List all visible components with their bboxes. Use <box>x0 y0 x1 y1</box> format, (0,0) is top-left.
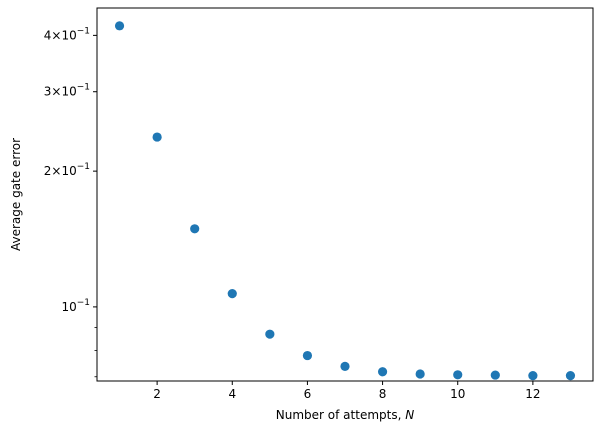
data-point <box>565 371 576 381</box>
data-point <box>265 329 275 339</box>
y-axis-label: Average gate error <box>9 138 23 251</box>
x-tick-label: 10 <box>450 387 465 401</box>
data-point <box>152 132 162 142</box>
plot-frame <box>96 7 594 382</box>
x-tick-label: 12 <box>525 387 540 401</box>
x-tick-label: 4 <box>228 387 236 401</box>
data-point <box>377 367 388 377</box>
data-point <box>227 289 237 299</box>
data-point <box>302 350 313 361</box>
data-point <box>340 361 350 372</box>
x-tick-label: 8 <box>379 387 387 401</box>
x-axis-label-text: Number of attempts, <box>276 408 405 422</box>
y-tick-label: 4×10−1 <box>44 26 90 42</box>
y-tick-label: 3×10−1 <box>44 83 90 99</box>
x-tick-label: 2 <box>153 387 161 401</box>
data-points <box>114 21 576 381</box>
data-point <box>528 371 538 381</box>
x-axis-label-variable: N <box>405 408 414 422</box>
y-tick-label: 10−1 <box>61 298 90 314</box>
data-point <box>490 370 500 380</box>
data-point <box>415 369 425 379</box>
data-point <box>114 21 125 31</box>
data-point <box>453 370 463 380</box>
x-axis-label: Number of attempts, N <box>276 408 414 422</box>
plot-background <box>97 8 593 381</box>
y-tick-label: 2×10−1 <box>44 162 90 178</box>
ticks-layer: 2 4 6 8 10 12 10−1 2×10−1 3×10−1 4×10−1 <box>44 26 541 401</box>
data-point <box>190 224 200 234</box>
x-tick-label: 6 <box>304 387 312 401</box>
